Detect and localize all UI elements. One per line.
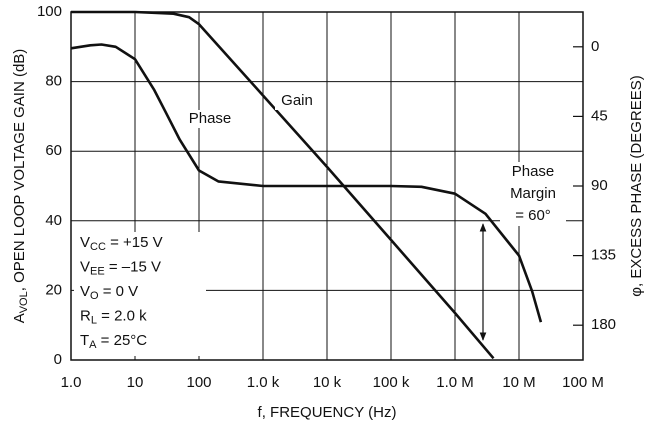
condition-text-part: T xyxy=(80,332,89,349)
x-tick-label: 1.0 k xyxy=(247,374,280,391)
label-bg xyxy=(275,92,317,110)
plot-frame xyxy=(70,11,584,361)
y-axis-label: AVOL, OPEN LOOP VOLTAGE GAIN (dB) xyxy=(11,49,30,324)
condition-text-part: R xyxy=(80,307,91,324)
condition-text-part: V xyxy=(80,283,90,300)
series-line xyxy=(71,10,495,360)
series-line xyxy=(70,43,543,323)
condition-text-part: A xyxy=(89,339,97,351)
condition-text-part: = –15 V xyxy=(105,258,161,275)
annotation: = 60° xyxy=(515,207,551,224)
label-bg xyxy=(500,162,566,226)
condition-text: TA = 25°C xyxy=(80,332,147,351)
condition-text-part: = +15 V xyxy=(106,234,163,251)
x-axis-label: f, FREQUENCY (Hz) xyxy=(258,404,397,421)
y-tick-label: 0 xyxy=(54,351,62,368)
series-label: Gain xyxy=(281,92,313,109)
x-tick-label: 1.0 M xyxy=(436,374,474,391)
annotation: Margin xyxy=(510,185,556,202)
condition-text: VEE = –15 V xyxy=(80,258,161,277)
series-label: Phase xyxy=(189,110,232,127)
x-tick-label: 100 k xyxy=(373,374,410,391)
condition-text: RL = 2.0 k xyxy=(80,307,147,326)
y2-axis-label: φ, EXCESS PHASE (DEGREES) xyxy=(628,75,645,296)
x-tick-label: 100 M xyxy=(562,374,604,391)
condition-text-part: = 25°C xyxy=(97,332,148,349)
condition-text-part: O xyxy=(90,290,99,302)
y2-tick-label: 0 xyxy=(591,38,599,55)
y-tick-label: 20 xyxy=(45,281,62,298)
y-axis-label-part: , OPEN LOOP VOLTAGE GAIN (dB) xyxy=(11,49,28,292)
y-tick-label: 100 xyxy=(37,3,62,20)
condition-text-part: L xyxy=(91,314,97,326)
y-tick-label: 60 xyxy=(45,142,62,159)
condition-text-part: EE xyxy=(90,265,105,277)
condition-text-part: V xyxy=(80,234,90,251)
y2-tick-label: 135 xyxy=(591,247,616,264)
marks xyxy=(70,10,543,360)
y-axis-label-part: A xyxy=(11,313,28,323)
condition-text-part: = 0 V xyxy=(99,283,139,300)
x-tick-label: 100 xyxy=(186,374,211,391)
condition-text-part: = 2.0 k xyxy=(97,307,147,324)
y-tick-label: 40 xyxy=(45,212,62,229)
y-axis-label-part: VOL xyxy=(18,291,30,313)
x-tick-label: 10 xyxy=(127,374,144,391)
condition-text: VO = 0 V xyxy=(80,283,138,302)
y2-tick-label: 180 xyxy=(591,316,616,333)
y2-tick-label: 90 xyxy=(591,177,608,194)
y2-tick-label: 45 xyxy=(591,107,608,124)
condition-text: VCC = +15 V xyxy=(80,234,163,253)
condition-text-part: CC xyxy=(90,241,106,253)
x-tick-label: 10 k xyxy=(313,374,342,391)
x-tick-label: 1.0 xyxy=(61,374,82,391)
label-bg xyxy=(184,110,234,128)
y-tick-label: 80 xyxy=(45,73,62,90)
grid xyxy=(70,11,584,361)
annotation: Phase xyxy=(512,163,555,180)
conditions-bg xyxy=(74,232,206,356)
condition-text-part: V xyxy=(80,258,90,275)
x-tick-label: 10 M xyxy=(502,374,535,391)
